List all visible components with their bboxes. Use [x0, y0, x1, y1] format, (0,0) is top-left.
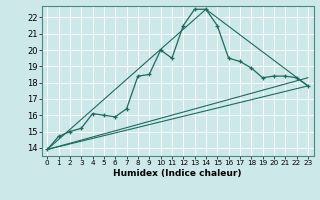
- X-axis label: Humidex (Indice chaleur): Humidex (Indice chaleur): [113, 169, 242, 178]
